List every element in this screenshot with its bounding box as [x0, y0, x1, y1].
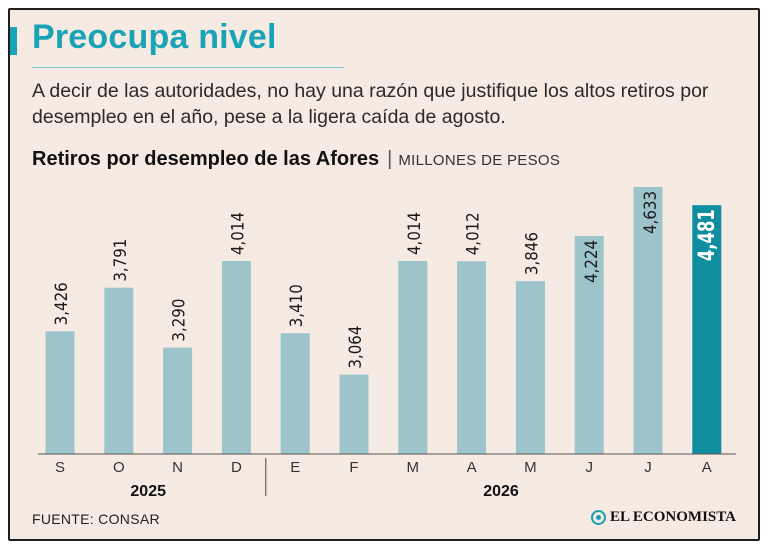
source-note: FUENTE: CONSAR [32, 511, 160, 527]
x-tick-label: M [524, 459, 537, 476]
x-tick-label: M [407, 459, 420, 476]
bar-value-label: 3,426 [52, 282, 72, 325]
bar-value-label: 4,012 [464, 212, 484, 255]
x-tick-label: S [55, 459, 65, 476]
chart-title: Retiros por desempleo de las Afores [32, 148, 380, 170]
title-accent-bar [10, 27, 17, 55]
bar [574, 235, 604, 454]
bar-value-label: 4,014 [405, 212, 425, 255]
brand-circle-icon [591, 510, 606, 525]
x-tick-label: A [702, 459, 712, 476]
bar [45, 331, 75, 454]
bar [457, 261, 487, 454]
bar [163, 347, 193, 454]
bar-value-label: 3,064 [346, 326, 366, 369]
bar [515, 281, 545, 454]
bar-value-label: 4,224 [582, 240, 602, 283]
chart-unit: MILLONES DE PESOS [398, 152, 561, 169]
bar-value-label: 3,290 [170, 299, 190, 342]
bar-value-label: 4,014 [228, 212, 248, 255]
brand-logo: EL ECONOMISTA [591, 509, 736, 526]
page-title: Preocupa nivel [32, 18, 277, 56]
bar [280, 333, 310, 454]
chart-title-separator: | [387, 148, 393, 170]
bar [221, 261, 251, 454]
bar-value-label: 4,481 [695, 209, 720, 261]
x-tick-label: J [585, 459, 593, 476]
x-tick-label: E [290, 459, 300, 476]
chart-heading: Retiros por desempleo de las Afores | MILL… [32, 148, 560, 171]
subtitle: A decir de las autoridades, no hay una r… [32, 80, 709, 128]
bar [633, 187, 663, 454]
year-label: 2025 [130, 483, 166, 500]
x-tick-label: D [231, 459, 242, 476]
bar-value-label: 3,791 [111, 239, 131, 282]
bar [104, 287, 134, 454]
bar-value-label: 3,410 [287, 284, 307, 327]
bar [339, 374, 369, 454]
x-tick-label: F [349, 459, 358, 476]
bar-value-label: 3,846 [522, 232, 542, 275]
brand-name: EL ECONOMISTA [610, 509, 736, 525]
bar [692, 205, 722, 454]
year-label: 2026 [483, 483, 519, 500]
bar-value-label: 4,633 [641, 191, 661, 234]
x-tick-label: N [172, 459, 183, 476]
x-tick-label: O [113, 459, 125, 476]
x-tick-label: A [467, 459, 477, 476]
bar [398, 261, 428, 454]
x-tick-label: J [644, 459, 652, 476]
title-divider [32, 67, 344, 68]
